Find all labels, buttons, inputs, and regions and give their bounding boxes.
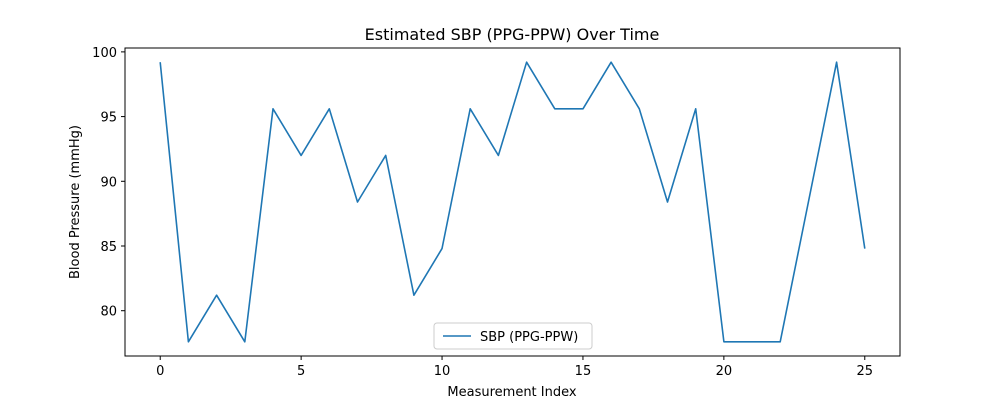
x-tick-label: 15 bbox=[575, 364, 592, 379]
y-axis-label: Blood Pressure (mmHg) bbox=[68, 125, 83, 279]
legend-label: SBP (PPG-PPW) bbox=[480, 330, 578, 345]
y-axis: 80 85 90 95 100 bbox=[92, 46, 125, 320]
x-tick-label: 0 bbox=[156, 364, 164, 379]
legend-box bbox=[433, 322, 593, 350]
y-tick-label: 95 bbox=[100, 111, 117, 126]
plot-area bbox=[124, 47, 901, 357]
x-tick-label: 5 bbox=[297, 364, 305, 379]
x-tick-label: 20 bbox=[716, 364, 733, 379]
y-tick-label: 90 bbox=[100, 175, 117, 190]
series-line bbox=[159, 61, 866, 343]
series-layer bbox=[159, 61, 866, 343]
x-axis: 0 5 10 15 20 25 bbox=[156, 356, 873, 379]
x-tick-label: 25 bbox=[856, 364, 873, 379]
x-axis-label: Measurement Index bbox=[447, 385, 576, 400]
legend: SBP (PPG-PPW) bbox=[433, 322, 593, 350]
x-tick-label: 10 bbox=[434, 364, 451, 379]
y-tick-label: 100 bbox=[92, 46, 117, 61]
chart-title: Estimated SBP (PPG-PPW) Over Time bbox=[365, 25, 660, 44]
y-tick-label: 80 bbox=[100, 305, 117, 320]
y-tick-label: 85 bbox=[100, 240, 117, 255]
